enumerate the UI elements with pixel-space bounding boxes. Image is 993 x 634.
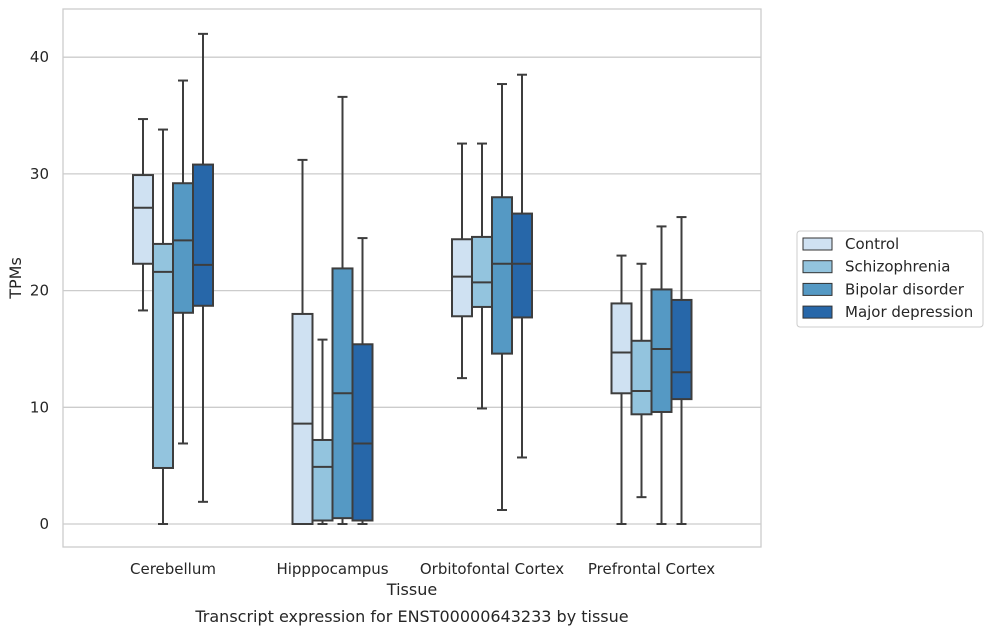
box-series bbox=[132, 32, 693, 525]
x-tick-label: Orbitofontal Cortex bbox=[420, 560, 564, 578]
box bbox=[351, 237, 374, 525]
box-body bbox=[152, 242, 174, 469]
box bbox=[192, 32, 214, 503]
y-tick-label: 10 bbox=[30, 398, 49, 416]
box bbox=[172, 79, 194, 445]
box bbox=[511, 73, 533, 459]
x-tick-labels: Cerebellum Hipppocampus Orbitofontal Corte… bbox=[130, 560, 715, 578]
box-body bbox=[172, 182, 194, 314]
box bbox=[132, 118, 154, 312]
y-tick-label: 0 bbox=[39, 515, 49, 533]
y-tick-label: 40 bbox=[30, 48, 49, 66]
series-schizophrenia bbox=[152, 128, 653, 525]
box-body bbox=[291, 312, 314, 525]
box-body bbox=[670, 298, 693, 401]
box bbox=[471, 142, 493, 410]
legend-label: Schizophrenia bbox=[845, 258, 950, 276]
legend-swatch bbox=[802, 282, 833, 296]
box-body bbox=[132, 174, 154, 265]
box-body bbox=[491, 196, 513, 355]
box bbox=[291, 158, 314, 525]
box-body bbox=[351, 343, 374, 522]
box-body bbox=[610, 302, 633, 395]
legend: Control Schizophrenia Bipolar disorder Majo… bbox=[796, 230, 984, 328]
legend-label: Major depression bbox=[845, 303, 973, 321]
box bbox=[152, 128, 174, 525]
y-axis-label: TPMs bbox=[6, 257, 25, 300]
legend-swatch bbox=[802, 260, 833, 274]
y-tick-labels: 0 10 20 30 40 bbox=[30, 48, 49, 533]
chart-caption: Transcript expression for ENST0000064323… bbox=[194, 607, 628, 626]
box bbox=[491, 83, 513, 511]
legend-swatch bbox=[802, 237, 833, 251]
series-bipolar-disorder bbox=[172, 79, 673, 525]
x-tick-label: Prefrontal Cortex bbox=[588, 560, 715, 578]
box bbox=[451, 142, 473, 380]
box-body bbox=[451, 238, 473, 318]
box bbox=[610, 254, 633, 525]
box-body bbox=[311, 438, 334, 522]
y-tick-label: 30 bbox=[30, 165, 49, 183]
box bbox=[331, 95, 354, 525]
box-body bbox=[511, 212, 533, 319]
x-axis-label: Tissue bbox=[386, 580, 437, 599]
legend-frame bbox=[796, 230, 984, 328]
legend-swatch bbox=[802, 305, 833, 319]
box-body bbox=[650, 288, 673, 413]
box-body bbox=[471, 235, 493, 308]
box-body bbox=[192, 163, 214, 307]
series-major-depression bbox=[192, 32, 693, 525]
box bbox=[311, 338, 334, 525]
x-tick-label: Cerebellum bbox=[130, 560, 216, 578]
x-tick-label: Hipppocampus bbox=[276, 560, 388, 578]
box bbox=[630, 262, 653, 499]
box bbox=[670, 216, 693, 525]
plot-area-frame bbox=[62, 8, 762, 548]
y-tick-label: 20 bbox=[30, 282, 49, 300]
box bbox=[650, 225, 673, 525]
series-control bbox=[132, 118, 633, 525]
legend-label: Bipolar disorder bbox=[845, 280, 965, 298]
box-body bbox=[630, 339, 653, 416]
legend-label: Control bbox=[845, 235, 899, 253]
